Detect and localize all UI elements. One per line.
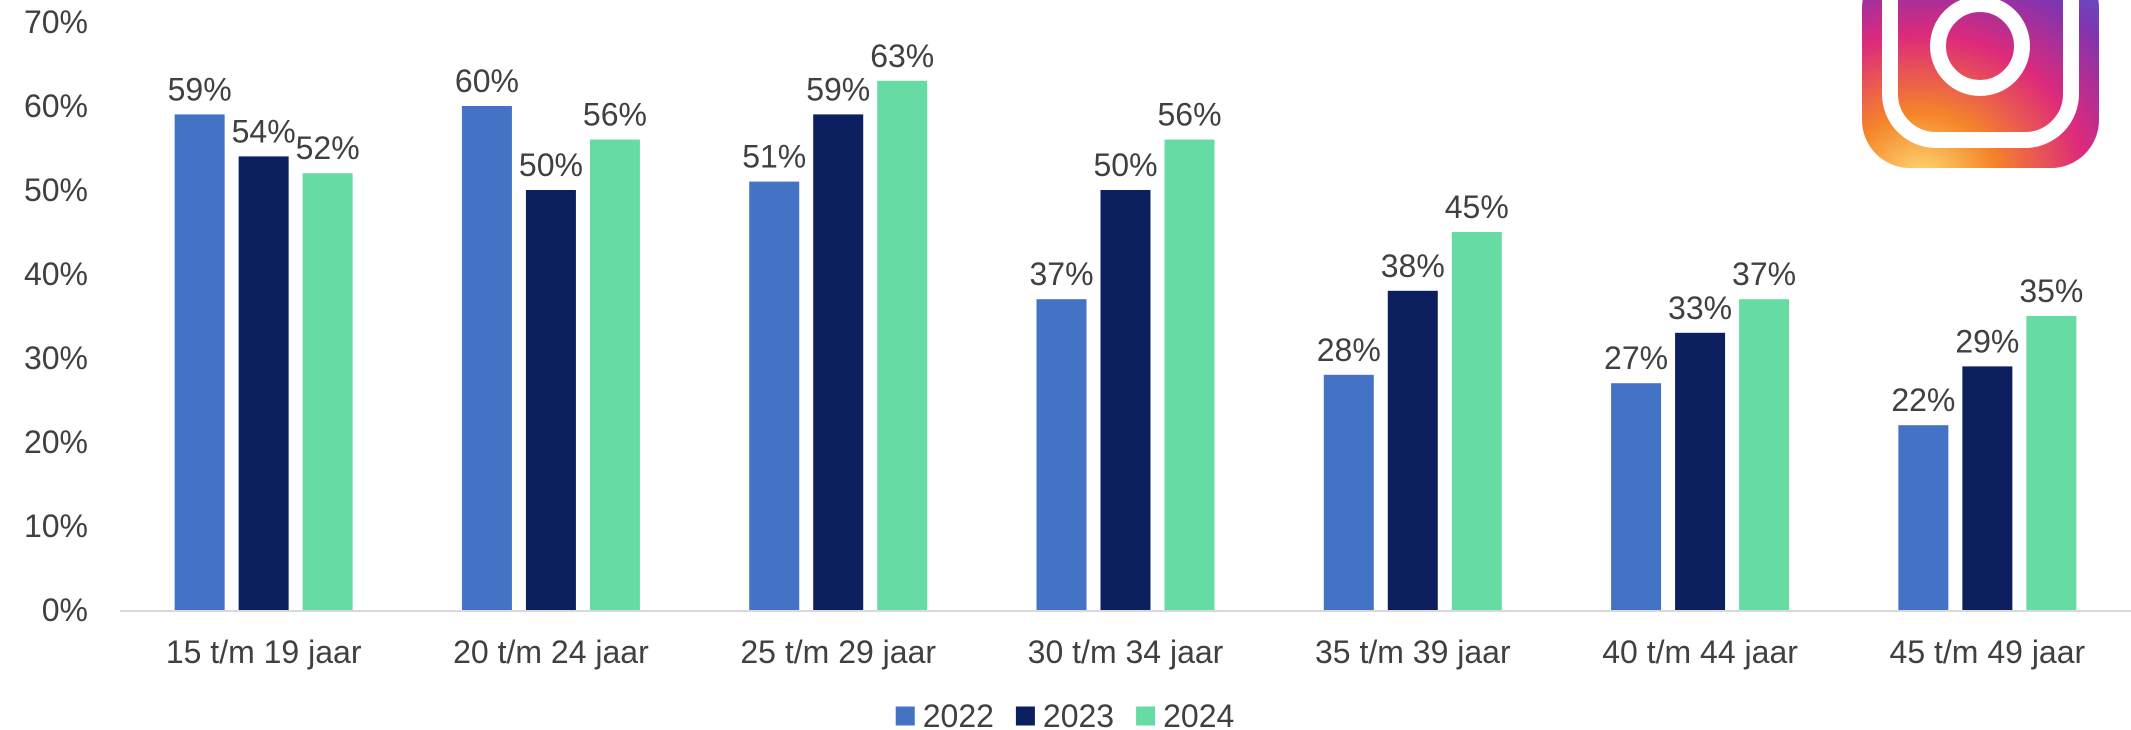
legend-label: 2023: [1043, 698, 1114, 730]
y-tick-label: 10%: [24, 508, 88, 544]
bar-2023: [238, 156, 289, 610]
data-label: 35%: [2019, 273, 2083, 309]
x-category-label: 20 t/m 24 jaar: [453, 634, 649, 670]
bar-2022: [1036, 299, 1087, 610]
bar-2023: [1675, 332, 1726, 610]
bar-2024: [589, 139, 640, 610]
x-category-label: 40 t/m 44 jaar: [1602, 634, 1798, 670]
legend: 2022 2023 2024: [895, 698, 1234, 730]
data-label: 56%: [1157, 97, 1221, 133]
bar-2023: [813, 114, 864, 611]
data-label: 51%: [742, 139, 806, 175]
bars: [174, 80, 2077, 611]
x-category-label: 30 t/m 34 jaar: [1028, 634, 1224, 670]
data-label: 63%: [870, 38, 934, 74]
bar-2022: [174, 114, 225, 611]
x-category-label: 25 t/m 29 jaar: [740, 634, 936, 670]
data-label: 54%: [232, 113, 296, 149]
x-category-label: 45 t/m 49 jaar: [1890, 634, 2086, 670]
legend-swatch-2022: [895, 706, 915, 726]
y-tick-label: 50%: [24, 172, 88, 208]
bar-2023: [1962, 366, 2013, 610]
data-label: 59%: [168, 71, 232, 107]
legend-swatch-2024: [1136, 706, 1156, 726]
bar-2024: [877, 80, 928, 611]
y-tick-label: 20%: [24, 424, 88, 460]
data-label: 52%: [296, 130, 360, 166]
x-axis: 15 t/m 19 jaar 20 t/m 24 jaar 25 t/m 29 ja…: [166, 634, 2086, 670]
data-labels: 59%54% 52%60%50%56%51%59%63%37%50%56%28%3…: [168, 38, 2084, 418]
data-label: 45%: [1445, 189, 1509, 225]
data-label: 22%: [1891, 382, 1955, 418]
data-label: 50%: [1093, 147, 1157, 183]
bar-2023: [1387, 290, 1438, 610]
data-label: 59%: [806, 71, 870, 107]
data-label: 37%: [1732, 256, 1796, 292]
y-tick-label: 60%: [24, 88, 88, 124]
bar-2023: [525, 190, 576, 610]
y-tick-label: 0%: [42, 592, 88, 628]
bar-2024: [1164, 139, 1215, 610]
legend-label: 2022: [923, 698, 994, 730]
y-tick-label: 30%: [24, 340, 88, 376]
x-category-label: 15 t/m 19 jaar: [166, 634, 362, 670]
legend-swatch-2023: [1015, 706, 1035, 726]
legend-label: 2024: [1163, 698, 1234, 730]
bar-2023: [1100, 190, 1151, 610]
bar-2024: [1451, 232, 1502, 610]
y-tick-label: 70%: [24, 4, 88, 40]
data-label: 50%: [519, 147, 583, 183]
data-label: 29%: [1955, 323, 2019, 359]
bar-2024: [302, 173, 353, 610]
bar-2024: [1739, 299, 1790, 610]
bar-2024: [2026, 316, 2077, 610]
bar-2022: [749, 181, 800, 610]
data-label: 38%: [1381, 248, 1445, 284]
bar-2022: [1611, 383, 1662, 610]
data-label: 33%: [1668, 290, 1732, 326]
x-category-label: 35 t/m 39 jaar: [1315, 634, 1511, 670]
bar-2022: [1898, 425, 1949, 610]
y-tick-label: 40%: [24, 256, 88, 292]
bar-2022: [1323, 374, 1374, 610]
data-label: 60%: [455, 63, 519, 99]
y-axis: 0% 10% 20% 30% 40% 50% 60% 70%: [24, 4, 88, 628]
data-label: 56%: [583, 97, 647, 133]
instagram-icon: [1862, 0, 2099, 168]
data-label: 28%: [1317, 332, 1381, 368]
bar-2022: [461, 106, 512, 610]
data-label: 37%: [1029, 256, 1093, 292]
data-label: 27%: [1604, 340, 1668, 376]
